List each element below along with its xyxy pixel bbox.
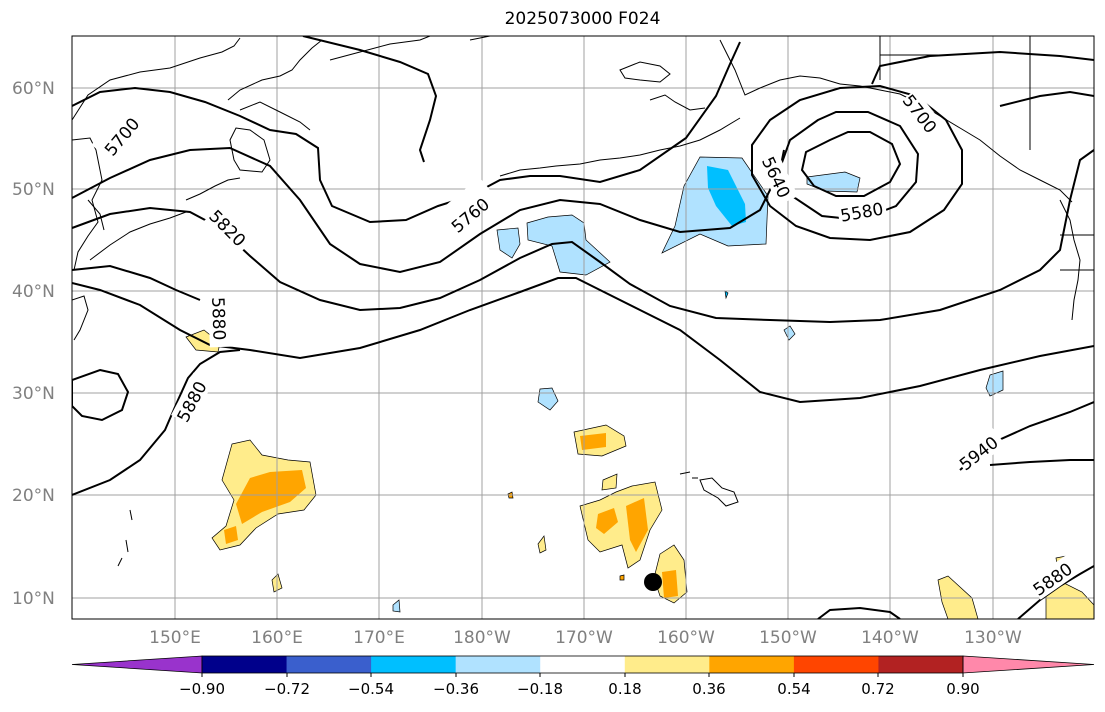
contour-label: 5880 [207,297,228,341]
colorbar-tick-label: 0.90 [946,680,979,698]
negative-anomaly-shading [392,156,1004,613]
lat-label: 30°N [12,384,55,404]
colorbar-extend-right [962,655,1095,674]
lon-label: 170°W [555,628,613,648]
lat-label: 60°N [12,79,55,99]
colorbar-tick-label: −0.90 [179,680,225,698]
colorbar-extend-left [71,655,203,674]
plot-frame [71,35,1095,620]
lat-label: 10°N [12,589,55,609]
colorbar-segment [793,656,879,673]
colorbar-tick-label: 0.54 [777,680,810,698]
colorbar-tick-label: −0.72 [264,680,310,698]
lon-label: 180°W [453,628,511,648]
lon-label: 150°W [759,628,817,648]
colorbar-ticks: −0.90 −0.72 −0.54 −0.36 −0.18 0.18 0.36 0.54 0.7… [179,673,980,698]
colorbar-segments [71,655,1095,674]
colorbar-segment [878,656,964,673]
lon-label: 160°W [657,628,715,648]
colorbar-segment [202,656,288,673]
lon-label: 140°W [861,628,919,648]
colorbar-tick-label: 0.18 [608,680,641,698]
colorbar-tick-label: 0.72 [861,680,894,698]
colorbar-segment [624,656,710,673]
longitude-labels: 150°E 160°E 170°E 180°W 170°W 160°W 150°… [149,628,1022,648]
coastlines [72,36,1094,567]
map-title: 2025073000 F024 [504,9,661,29]
height-contours [72,36,1094,619]
lat-label: 20°N [12,486,55,506]
colorbar-tick-label: −0.18 [517,680,563,698]
colorbar-segment [709,656,795,673]
colorbar-segment [455,656,541,673]
graticule [72,36,1094,619]
colorbar-segment [371,656,457,673]
colorbar-frame [201,655,964,674]
colorbar-tick-label: −0.54 [348,680,394,698]
contour-labels: 5700 5760 5820 5880 5880 5640 5580 5700 … [91,89,1080,601]
map-plot-area: 5700 5760 5820 5880 5880 5640 5580 5700 … [72,36,1094,619]
lat-label: 50°N [12,180,55,200]
colorbar-segment [540,656,626,673]
lon-label: 150°E [149,628,201,648]
lon-label: 170°E [353,628,405,648]
colorbar: −0.90 −0.72 −0.54 −0.36 −0.18 0.18 0.36 0.54 0.7… [71,655,1095,698]
lat-label: 40°N [12,282,55,302]
lon-label: 160°E [251,628,303,648]
storm-center-dot [644,573,662,591]
latitude-labels: 60°N 50°N 40°N 30°N 20°N 10°N [12,79,55,609]
colorbar-tick-label: 0.36 [692,680,725,698]
colorbar-segment [286,656,372,673]
lon-label: 130°W [964,628,1022,648]
colorbar-tick-label: −0.36 [433,680,479,698]
